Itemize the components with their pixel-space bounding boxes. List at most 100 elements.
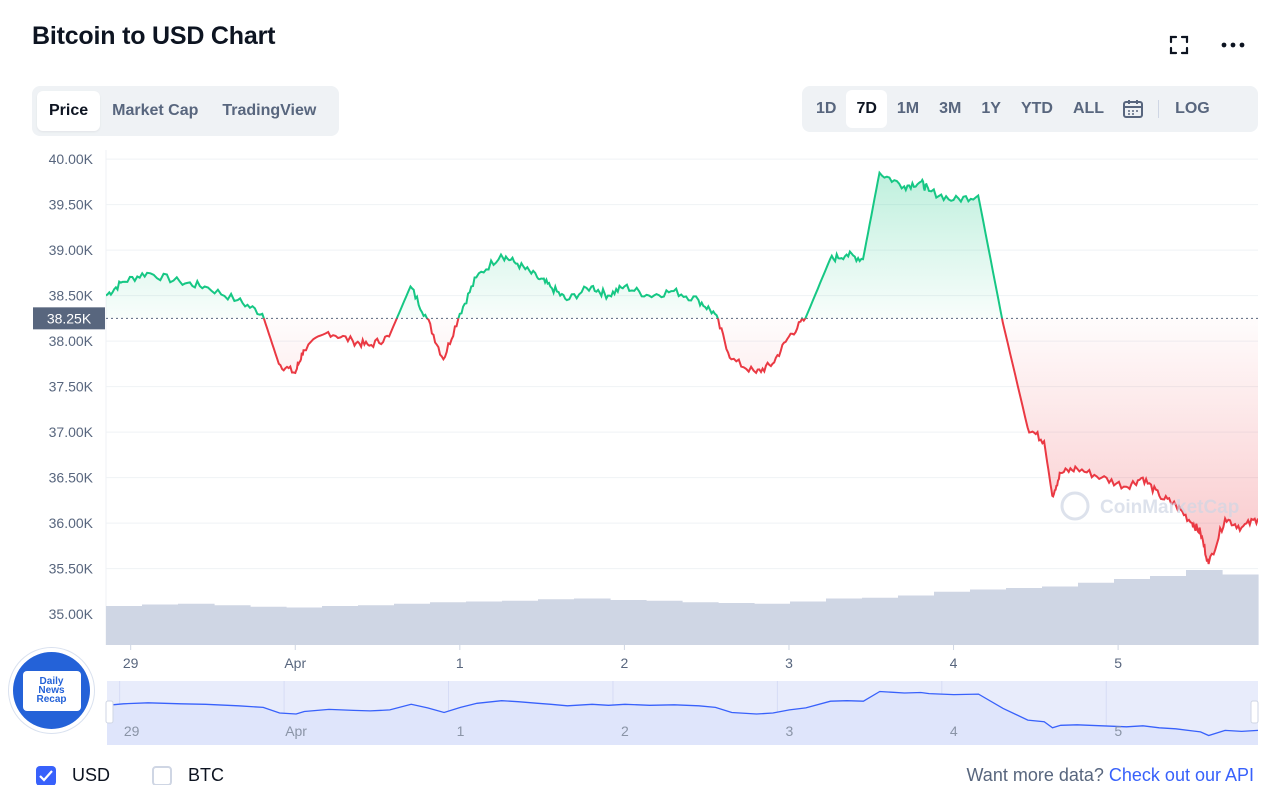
x-tick-label: 2 <box>621 655 629 671</box>
volume-bar <box>682 602 719 645</box>
chart-footer: USD BTC Want more data? Check out our AP… <box>0 760 1280 785</box>
navigator-tick-label: 3 <box>785 723 793 739</box>
usd-label: USD <box>72 765 111 785</box>
volume-bar <box>394 603 431 645</box>
usd-checkbox[interactable] <box>36 766 56 785</box>
price-line-down <box>262 318 1258 565</box>
range-1d[interactable]: 1D <box>816 100 837 117</box>
price-line-up <box>106 170 1004 319</box>
volume-bar <box>1186 570 1223 645</box>
volume-bar <box>718 603 755 645</box>
volume-bar <box>1042 586 1079 645</box>
volume-bar <box>754 603 791 645</box>
reference-price-line: 38.25K <box>33 307 1258 330</box>
volume-bar <box>286 607 323 645</box>
y-tick-label: 40.00K <box>49 151 94 167</box>
btc-label: BTC <box>188 765 224 785</box>
y-tick-label: 37.00K <box>49 424 94 440</box>
volume-bar <box>646 600 683 645</box>
y-tick-label: 36.00K <box>49 515 94 531</box>
volume-bar <box>826 598 863 645</box>
volume-bar <box>934 591 971 645</box>
range-7d[interactable]: 7D <box>846 90 887 128</box>
volume-bar <box>1222 574 1259 645</box>
volume-bar <box>790 601 827 645</box>
volume-bar <box>898 595 935 645</box>
navigator-tick-label: 2 <box>621 723 629 739</box>
tab-tradingview[interactable]: TradingView <box>222 102 317 119</box>
volume-bar <box>178 603 215 645</box>
range-1m[interactable]: 1M <box>896 100 920 117</box>
volume-bar <box>1150 576 1187 645</box>
range-ytd[interactable]: YTD <box>1020 100 1053 117</box>
navigator-line <box>106 690 1259 737</box>
log-scale-toggle[interactable]: LOG <box>1175 100 1210 117</box>
coinmarketcap-watermark: CoinMarketCap <box>1060 491 1239 521</box>
volume-bar <box>970 589 1007 645</box>
price-area-down <box>263 318 1258 564</box>
range-navigator: 29 Apr 1 2 3 4 5 <box>105 681 1259 745</box>
volume-bar <box>1006 588 1043 645</box>
range-divider <box>1158 100 1160 118</box>
volume-bar <box>430 602 467 645</box>
x-tick-label: 5 <box>1114 655 1122 671</box>
volume-bar <box>862 597 899 645</box>
volume-bar <box>106 606 143 645</box>
volume-bar <box>214 605 251 645</box>
btc-checkbox[interactable] <box>152 766 172 785</box>
volume-bar <box>250 606 287 645</box>
volume-bar <box>538 599 575 645</box>
reference-price-label: 38.25K <box>47 310 92 326</box>
navigator-handle-right[interactable] <box>1250 700 1259 724</box>
daily-news-recap-badge[interactable]: Daily News Recap <box>9 648 94 733</box>
volume-bar <box>1078 582 1115 645</box>
range-all[interactable]: ALL <box>1072 100 1105 117</box>
watermark-text: CoinMarketCap <box>1100 497 1239 518</box>
reference-price-tag <box>33 307 105 330</box>
y-gridlines <box>105 150 1258 645</box>
x-tick-label: 3 <box>785 655 793 671</box>
navigator-tick-label: 5 <box>1114 723 1122 739</box>
coinmarketcap-logo <box>1060 491 1090 521</box>
volume-bar <box>322 606 359 645</box>
chart-type-tabs: Price Market Cap TradingView <box>32 86 339 136</box>
volume-bar <box>358 605 395 645</box>
api-promo: Want more data? Check out our API <box>966 765 1254 785</box>
volume-bars <box>106 570 1259 645</box>
y-tick-label: 37.50K <box>49 379 94 395</box>
calendar-icon[interactable] <box>1114 90 1152 128</box>
navigator-tick-label: 4 <box>950 723 958 739</box>
y-axis-labels: 40.00K 39.50K 39.00K 38.50K 38.00K 37.50K 37.0… <box>49 151 94 622</box>
more-dots-icon[interactable] <box>1220 32 1246 58</box>
time-range-selector: 1D 7D 1M 3M 1Y YTD ALL LOG <box>802 86 1258 132</box>
y-tick-label: 38.00K <box>49 333 94 349</box>
y-tick-label: 39.50K <box>49 197 94 213</box>
price-lines <box>106 170 1258 565</box>
news-recap-icon: Daily News Recap <box>22 670 81 711</box>
volume-bar <box>142 604 179 645</box>
navigator-handle-left[interactable] <box>105 700 114 724</box>
chart-title: Bitcoin to USD Chart <box>32 22 276 50</box>
navigator-area <box>107 691 1258 745</box>
volume-bar <box>574 598 611 645</box>
fullscreen-icon[interactable] <box>1166 32 1192 58</box>
navigator-tick-label: Apr <box>285 723 307 739</box>
price-area-up <box>106 172 1258 319</box>
badge-label: Daily News Recap <box>36 676 67 705</box>
volume-bar <box>466 601 503 645</box>
tab-market-cap[interactable]: Market Cap <box>112 102 199 119</box>
range-1y[interactable]: 1Y <box>981 100 1001 117</box>
x-tick-label: 4 <box>950 655 958 671</box>
navigator-tick-label: 1 <box>457 723 465 739</box>
more-data-text: Want more data? <box>966 765 1104 785</box>
y-tick-label: 36.50K <box>49 470 94 486</box>
x-tick-label: 1 <box>456 655 464 671</box>
api-link[interactable]: Check out our API <box>1108 765 1254 785</box>
y-tick-label: 35.50K <box>49 561 94 577</box>
tab-price[interactable]: Price <box>37 91 101 131</box>
volume-bar <box>1114 579 1151 645</box>
y-tick-label: 39.00K <box>49 242 94 258</box>
x-tick-label: Apr <box>284 655 306 671</box>
range-3m[interactable]: 3M <box>939 100 962 117</box>
x-tick-label: 29 <box>123 655 139 671</box>
